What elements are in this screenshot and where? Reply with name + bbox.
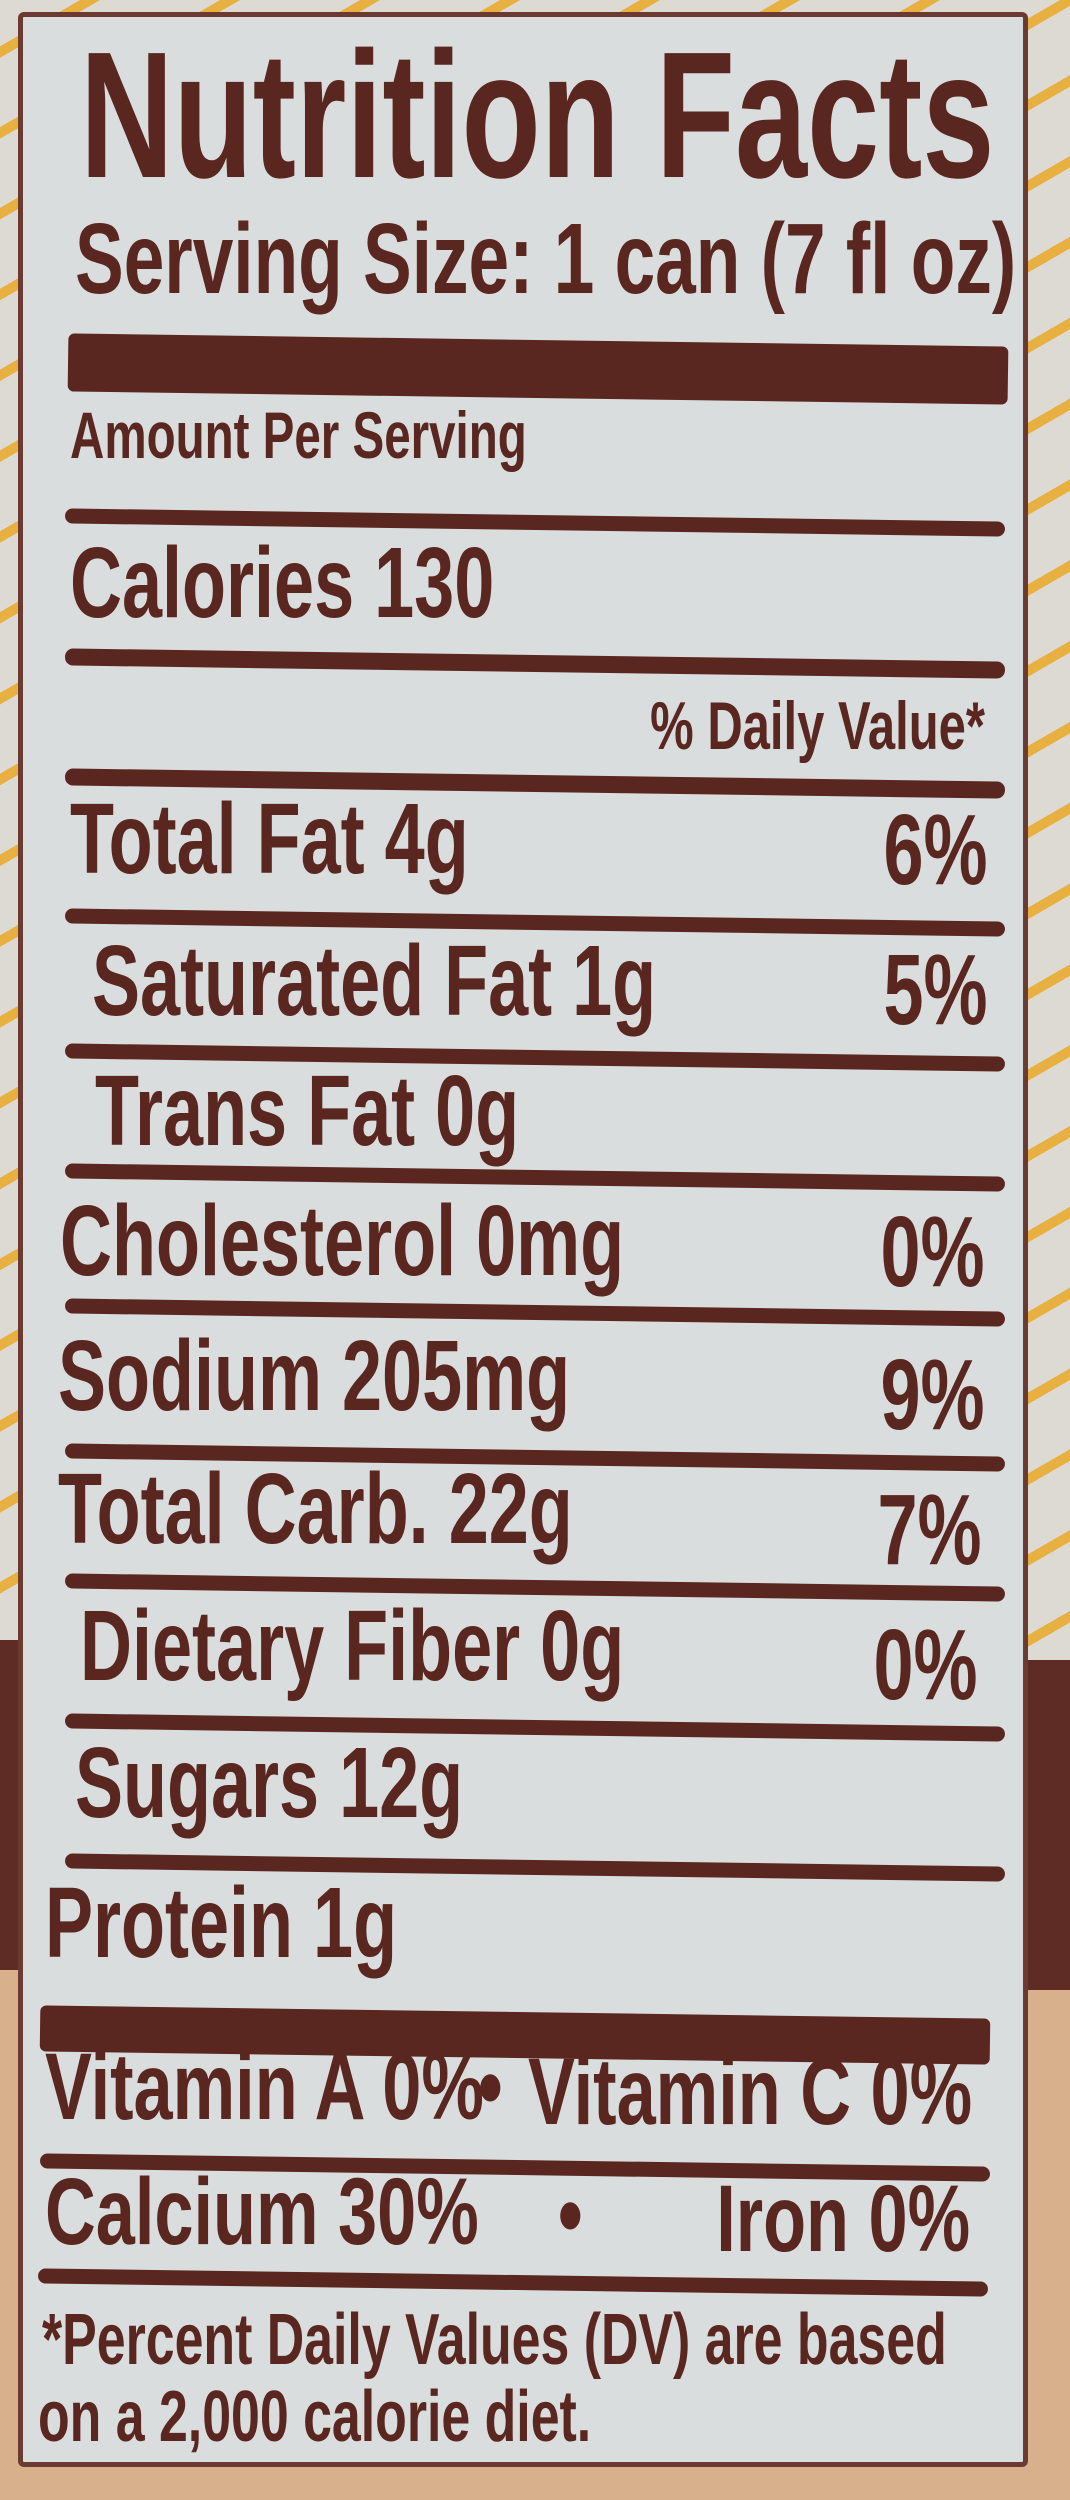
calories: Calories 130 [70, 527, 495, 639]
nutrient-total-carb-dv: 7% [877, 1474, 982, 1586]
nutrient-cholesterol-dv: 0% [880, 1196, 985, 1308]
nutrient-protein: Protein 1g [45, 1867, 398, 1979]
serving-size: Serving Size: 1 can (7 fl oz) [75, 203, 1017, 315]
nutrient-dietary-fiber: Dietary Fiber 0g [80, 1590, 625, 1702]
nutrient-dietary-fiber-dv: 0% [873, 1609, 978, 1721]
can-brown-band-right [1025, 1660, 1070, 1990]
nutrient-sodium: Sodium 205mg [58, 1320, 571, 1432]
iron: Iron 0% [716, 2166, 970, 2272]
nutrient-total-carb: Total Carb. 22g [58, 1453, 573, 1565]
nutrient-cholesterol: Cholesterol 0mg [60, 1185, 625, 1297]
nutrient-saturated-fat-dv: 5% [883, 934, 988, 1046]
label-title: Nutrition Facts [80, 15, 995, 216]
nutrient-total-fat-dv: 6% [883, 794, 988, 906]
nutrient-sugars: Sugars 12g [75, 1727, 464, 1839]
can-tan-band-bottom [0, 2465, 1070, 2500]
calcium: Calcium 30% [45, 2159, 479, 2265]
nutrient-total-fat: Total Fat 4g [70, 783, 469, 895]
amount-per-serving: Amount Per Serving [70, 398, 527, 472]
daily-value-header: % Daily Value* [650, 688, 985, 764]
mineral-separator: • [558, 2162, 583, 2268]
footnote-line-1: *Percent Daily Values (DV) are based [42, 2300, 947, 2380]
nutrient-saturated-fat: Saturated Fat 1g [92, 925, 657, 1037]
vitamin-c: Vitamin C 0% [527, 2039, 972, 2145]
vitamin-a: Vitamin A 0% [45, 2034, 484, 2140]
footnote-line-2: on a 2,000 calorie diet. [38, 2377, 592, 2457]
nutrient-trans-fat: Trans Fat 0g [95, 1055, 520, 1167]
nutrient-sodium-dv: 9% [880, 1339, 985, 1451]
vitamin-separator: • [478, 2034, 503, 2140]
can-tan-band-right [1025, 1990, 1070, 2500]
